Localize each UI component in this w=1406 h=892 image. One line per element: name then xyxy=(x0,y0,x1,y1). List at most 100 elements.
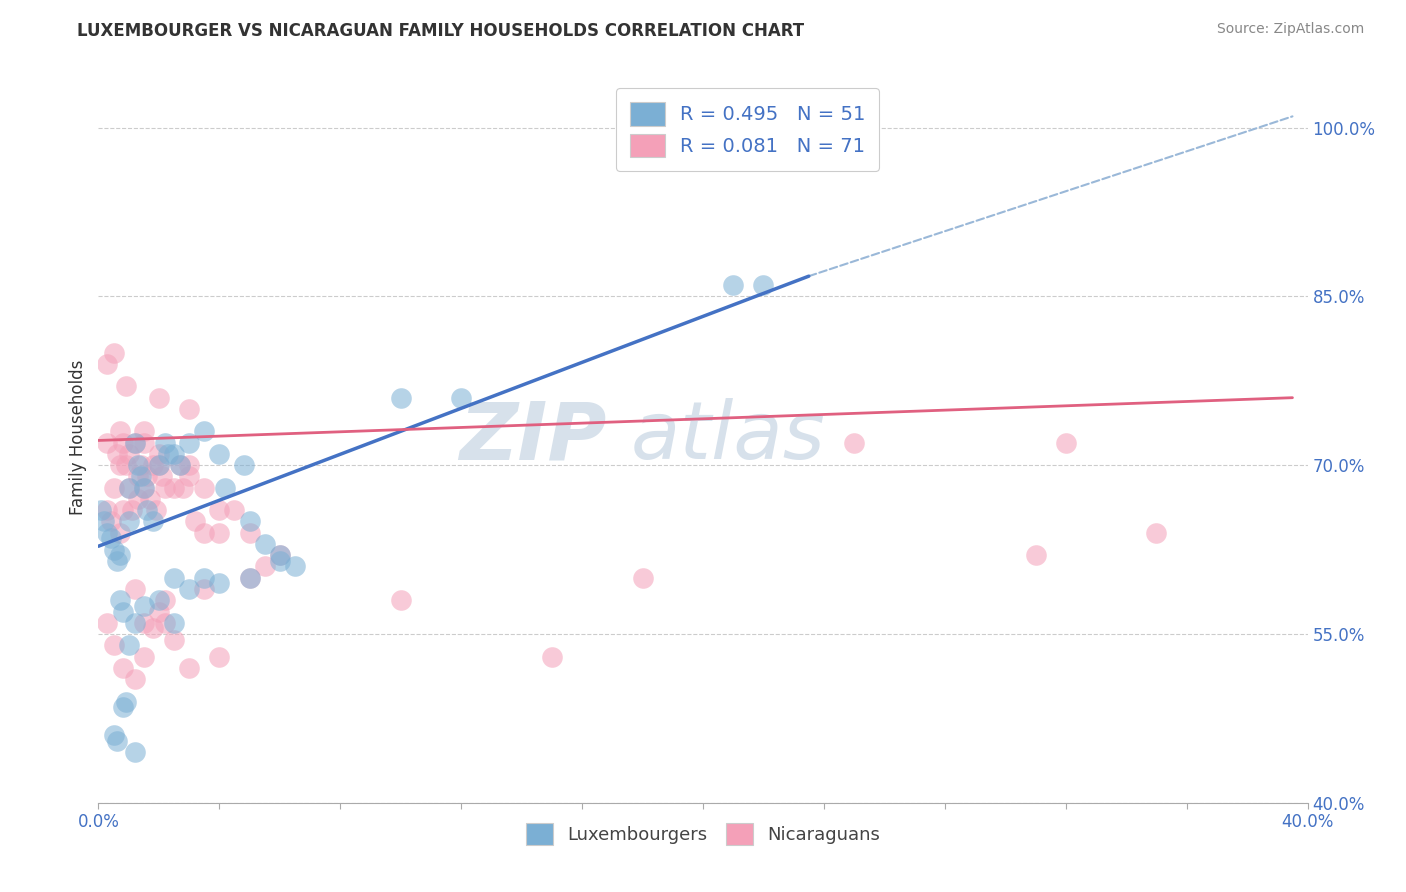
Point xyxy=(105,734,128,748)
Point xyxy=(169,458,191,473)
Point xyxy=(153,481,176,495)
Point xyxy=(142,458,165,473)
Point xyxy=(105,554,128,568)
Point xyxy=(127,458,149,473)
Point xyxy=(96,525,118,540)
Point xyxy=(156,447,179,461)
Point xyxy=(1054,435,1077,450)
Point xyxy=(239,571,262,585)
Point xyxy=(193,425,215,439)
Point xyxy=(118,481,141,495)
Point xyxy=(135,469,157,483)
Point xyxy=(103,728,125,742)
Point xyxy=(193,582,215,596)
Point xyxy=(124,615,146,630)
Point xyxy=(96,357,118,371)
Point xyxy=(284,559,307,574)
Point xyxy=(163,447,186,461)
Point xyxy=(389,391,412,405)
Point xyxy=(124,435,146,450)
Point xyxy=(132,599,155,613)
Point xyxy=(148,447,170,461)
Point xyxy=(153,435,176,450)
Point xyxy=(129,458,152,473)
Point xyxy=(96,503,118,517)
Point xyxy=(163,571,186,585)
Point xyxy=(179,469,201,483)
Point xyxy=(132,435,155,450)
Y-axis label: Family Households: Family Households xyxy=(69,359,87,515)
Point xyxy=(103,345,125,359)
Point xyxy=(142,621,165,635)
Point xyxy=(269,554,291,568)
Point xyxy=(163,632,186,647)
Point xyxy=(179,582,201,596)
Point xyxy=(193,481,215,495)
Point xyxy=(108,458,131,473)
Point xyxy=(96,435,118,450)
Point xyxy=(100,515,122,529)
Text: LUXEMBOURGER VS NICARAGUAN FAMILY HOUSEHOLDS CORRELATION CHART: LUXEMBOURGER VS NICARAGUAN FAMILY HOUSEH… xyxy=(77,22,804,40)
Point xyxy=(111,435,134,450)
Text: Source: ZipAtlas.com: Source: ZipAtlas.com xyxy=(1216,22,1364,37)
Point xyxy=(108,525,131,540)
Point xyxy=(124,435,146,450)
Point xyxy=(253,559,276,574)
Point xyxy=(114,458,136,473)
Point xyxy=(193,571,215,585)
Point xyxy=(148,605,170,619)
Point xyxy=(132,425,155,439)
Point xyxy=(118,481,141,495)
Point xyxy=(108,548,131,562)
Point xyxy=(163,481,186,495)
Point xyxy=(540,649,562,664)
Point xyxy=(103,638,125,652)
Point xyxy=(121,503,143,517)
Point xyxy=(153,615,176,630)
Point xyxy=(132,615,155,630)
Text: atlas: atlas xyxy=(630,398,825,476)
Point xyxy=(179,661,201,675)
Point xyxy=(752,278,775,293)
Point xyxy=(118,447,141,461)
Point xyxy=(132,481,155,495)
Point xyxy=(132,481,155,495)
Point xyxy=(269,548,291,562)
Point xyxy=(214,481,236,495)
Point xyxy=(148,458,170,473)
Point xyxy=(193,525,215,540)
Point xyxy=(139,491,162,506)
Point xyxy=(253,537,276,551)
Point xyxy=(124,672,146,686)
Point xyxy=(135,503,157,517)
Point xyxy=(172,481,194,495)
Point xyxy=(169,458,191,473)
Point xyxy=(108,425,131,439)
Point xyxy=(114,694,136,708)
Point xyxy=(127,491,149,506)
Point xyxy=(142,515,165,529)
Point xyxy=(208,447,231,461)
Point xyxy=(1144,525,1167,540)
Point xyxy=(129,469,152,483)
Point xyxy=(145,503,167,517)
Text: ZIP: ZIP xyxy=(458,398,606,476)
Point xyxy=(103,481,125,495)
Point xyxy=(111,503,134,517)
Point xyxy=(723,278,745,293)
Point xyxy=(232,458,254,473)
Point xyxy=(184,515,207,529)
Point xyxy=(844,435,866,450)
Point xyxy=(1024,548,1046,562)
Legend: Luxembourgers, Nicaraguans: Luxembourgers, Nicaraguans xyxy=(519,816,887,852)
Point xyxy=(111,700,134,714)
Point xyxy=(179,401,201,416)
Point xyxy=(111,661,134,675)
Point xyxy=(150,469,173,483)
Point xyxy=(269,548,291,562)
Point xyxy=(163,615,186,630)
Point xyxy=(132,649,155,664)
Point xyxy=(127,469,149,483)
Point xyxy=(108,593,131,607)
Point xyxy=(111,605,134,619)
